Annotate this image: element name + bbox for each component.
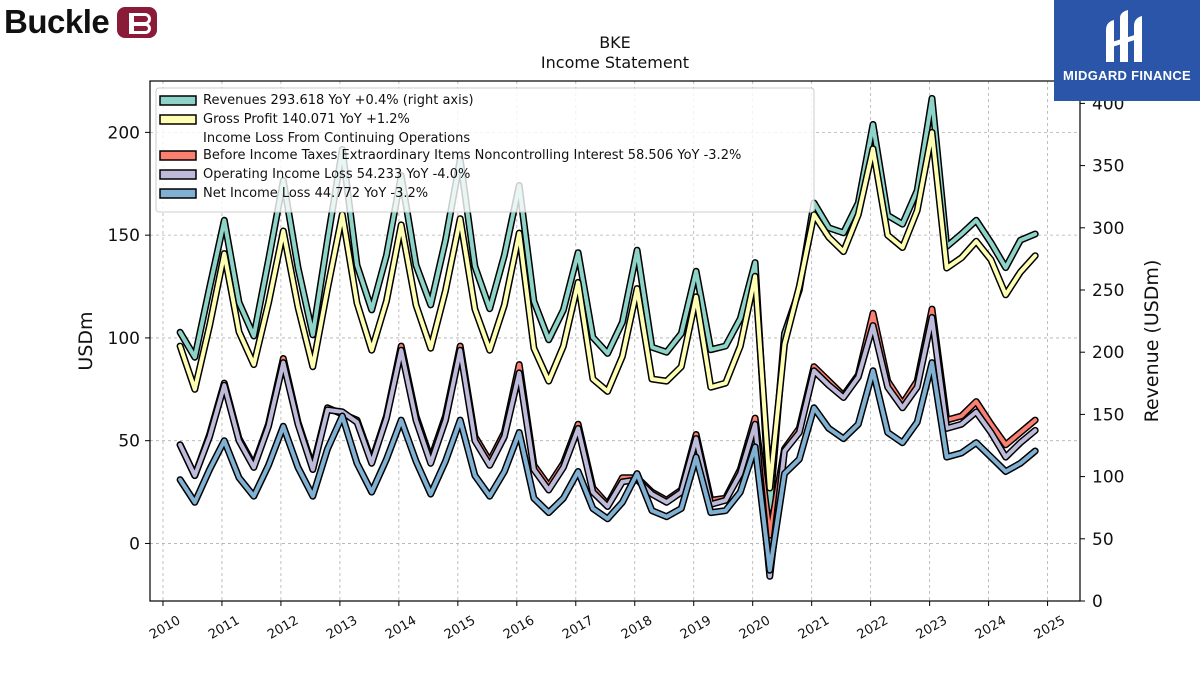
midgard-finance-logo: MIDGARD FINANCE bbox=[1054, 0, 1200, 101]
legend-label: Gross Profit 140.071 YoY +1.2% bbox=[203, 112, 410, 127]
midgard-monogram-icon bbox=[1106, 10, 1142, 62]
legend-swatch bbox=[159, 150, 197, 161]
plot-frame bbox=[149, 80, 1081, 602]
series-line bbox=[178, 315, 1038, 579]
legend-frame bbox=[155, 87, 815, 213]
x-tick-label: 2014 bbox=[383, 613, 419, 643]
x-tick-label: 2013 bbox=[324, 613, 360, 643]
x-tick-label: 2016 bbox=[501, 613, 537, 643]
buckle-logo: Buckle bbox=[4, 2, 158, 42]
y-axis-label: USDm bbox=[75, 311, 97, 370]
legend-label: Revenues 293.618 YoY +0.4% (right axis) bbox=[203, 93, 474, 108]
chart-subtitle: Income Statement bbox=[541, 53, 689, 72]
series-lines bbox=[176, 94, 1039, 580]
legend-label: Net Income Loss 44.772 YoY -3.2% bbox=[203, 186, 428, 201]
y-right-tick-label: 150 bbox=[1092, 405, 1124, 425]
legend-swatch bbox=[159, 169, 197, 180]
buckle-b-icon bbox=[117, 6, 158, 38]
x-tick-label: 2020 bbox=[737, 613, 773, 643]
y-right-tick-label: 200 bbox=[1092, 343, 1124, 363]
y-axis-right-label: Revenue (USDm) bbox=[1141, 260, 1163, 423]
midgard-finance-wordmark: MIDGARD FINANCE bbox=[1063, 68, 1191, 83]
y-right-tick-label: 100 bbox=[1092, 468, 1124, 488]
x-tick-label: 2015 bbox=[442, 613, 478, 643]
y-tick-label: 50 bbox=[118, 432, 140, 452]
x-tick-label: 2025 bbox=[1032, 613, 1068, 643]
y-right-tick-label: 300 bbox=[1092, 219, 1124, 239]
y-right-tick-label: 0 bbox=[1092, 592, 1103, 612]
series-line bbox=[178, 130, 1038, 490]
x-tick-label: 2017 bbox=[560, 613, 596, 643]
series-line bbox=[178, 96, 1038, 510]
y-right-tick-label: 350 bbox=[1092, 157, 1124, 177]
y-right-tick-label: 50 bbox=[1092, 530, 1114, 550]
y-right-tick-label: 250 bbox=[1092, 281, 1124, 301]
y-tick-label: 200 bbox=[108, 123, 140, 143]
x-tick-label: 2018 bbox=[619, 613, 655, 643]
legend-swatch bbox=[159, 188, 197, 199]
x-tick-label: 2010 bbox=[147, 613, 183, 643]
legend-label: Income Loss From Continuing Operations Be… bbox=[203, 131, 741, 163]
x-tick-label: 2023 bbox=[914, 613, 950, 643]
legend-swatch bbox=[159, 114, 197, 125]
chart-title: BKE bbox=[599, 33, 631, 52]
x-tick-label: 2019 bbox=[678, 613, 714, 643]
y-tick-label: 0 bbox=[129, 534, 140, 554]
buckle-wordmark: Buckle bbox=[4, 3, 110, 40]
series-line bbox=[178, 360, 1038, 573]
x-tick-label: 2024 bbox=[973, 613, 1009, 643]
legend-label: Operating Income Loss 54.233 YoY -4.0% bbox=[203, 167, 470, 182]
legend: Revenues 293.618 YoY +0.4% (right axis) G… bbox=[155, 87, 815, 213]
y-tick-label: 150 bbox=[108, 226, 140, 246]
x-tick-label: 2021 bbox=[796, 613, 832, 643]
x-tick-label: 2012 bbox=[265, 613, 301, 643]
x-tick-label: 2022 bbox=[855, 613, 891, 643]
legend-swatch bbox=[159, 95, 197, 106]
y-tick-label: 100 bbox=[108, 329, 140, 349]
x-tick-label: 2011 bbox=[206, 613, 242, 643]
